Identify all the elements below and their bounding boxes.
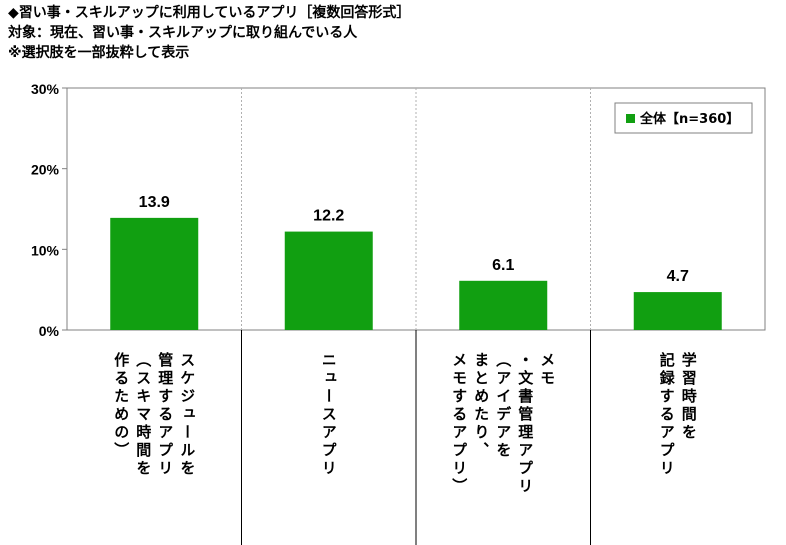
x-category-label: メモ ・文書管理アプリ （アイデアを まとめたり、 メモするアプリ） xyxy=(450,352,557,496)
bar xyxy=(284,231,373,330)
x-category-label: スケジュールを 管理するアプリ （スキマ時間を 作るための） xyxy=(112,352,197,478)
y-tick-label: 0% xyxy=(39,323,60,339)
legend-box xyxy=(614,102,753,134)
data-label: 13.9 xyxy=(139,194,170,211)
data-label: 12.2 xyxy=(313,208,344,225)
x-category-label: 学習時間を 記録するアプリ xyxy=(657,352,698,478)
y-tick-label: 20% xyxy=(31,162,60,178)
y-tick-label: 10% xyxy=(31,242,60,258)
chart-subtitle-target: 対象：現在、習い事・スキルアップに取り組んでいる人 xyxy=(8,25,358,41)
chart-note: ※選択肢を一部抜粋して表示 xyxy=(8,45,190,61)
legend-label: 全体【n=360】 xyxy=(639,111,739,127)
x-category-label: ニュースアプリ xyxy=(319,352,338,478)
bar xyxy=(633,292,722,330)
chart-title: ◆習い事・スキルアップに利用しているアプリ［複数回答形式］ xyxy=(8,5,411,21)
data-label: 6.1 xyxy=(492,257,514,274)
bar xyxy=(459,280,548,330)
y-tick-label: 30% xyxy=(31,81,60,97)
bar xyxy=(110,217,199,330)
data-label: 4.7 xyxy=(667,268,689,285)
legend-swatch xyxy=(626,114,635,123)
